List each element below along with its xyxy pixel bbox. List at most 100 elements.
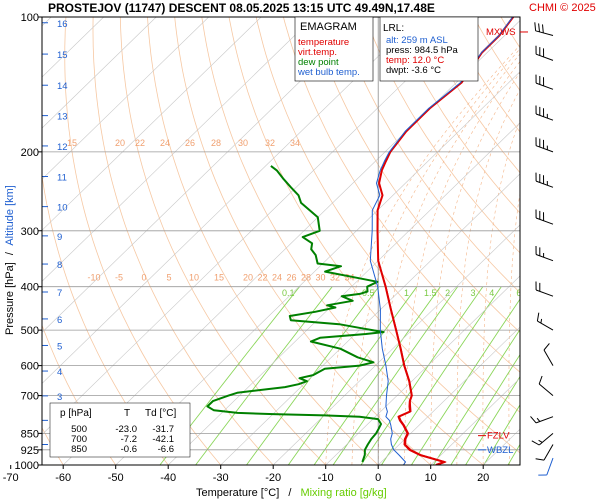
wind-barb-flag [538,375,543,385]
adiabat-label: 26 [286,273,296,283]
dry-adiabat [147,17,379,465]
copyright: CHMI © 2025 [529,2,596,14]
wind-barb-shaft [535,217,554,225]
plot-frame [41,16,521,466]
adiabat-label: 5 [166,273,171,283]
adiabat-label: 15 [214,273,224,283]
y-tick-label: 850 [21,428,39,440]
table-cell: -23.0 [115,424,137,435]
alt-tick-label: 7 [57,288,62,299]
lrl-title: LRL: [383,23,404,34]
chart-title: PROSTEJOV (11747) DESCENT 08.05.2025 13:… [48,1,435,15]
alt-tick-label: 11 [57,173,67,184]
table-cell: -31.7 [152,424,174,435]
wind-barb-shaft [546,457,554,476]
y-tick-label: 200 [21,147,39,159]
mixing-ratio-label: 3 [470,288,475,298]
mixing-ratio-label: 10 [550,288,560,298]
wind-barb-shaft [535,30,554,36]
alt-tick-label: 4 [57,367,62,378]
wind-barb [538,375,554,396]
lrl-alt: alt: 259 m ASL [386,35,448,46]
moist-adiabat [482,119,520,465]
mixing-ratio-label: 4 [489,288,494,298]
wind-barb-half [538,439,543,443]
adiabat-label: 34 [290,138,300,148]
mixing-ratio-line [483,404,520,465]
isotherm [115,71,520,465]
isotherm [42,17,367,333]
x-tick-label: -10 [318,472,334,484]
moist-adiabat [430,71,520,465]
table-row: 700 -7.2 -42.1 [71,434,174,445]
adiabat-label: 20 [115,138,125,148]
y-tick-label: 925 [21,445,39,457]
wind-barb [535,281,554,297]
marker-wbzl: WBZL [478,445,513,456]
wind-barb-flag [535,458,545,461]
dry-adiabat [174,17,431,465]
table-cell: 500 [71,424,87,435]
wind-barb-half [540,318,543,324]
alt-tick-label: 16 [57,19,68,30]
adiabat-label: 20 [243,273,253,283]
dry-adiabat [92,17,274,465]
x-axis-label-mixing: Mixing ratio [g/kg] [300,487,386,499]
adiabat-label: 30 [238,138,248,148]
adiabat-label: 32 [330,273,340,283]
mixing-ratio-line [507,443,520,465]
dry-adiabat [391,17,520,214]
y-tick-label: 500 [21,325,39,337]
wind-barb [536,312,554,331]
wind-barb-flag [536,312,540,322]
x-tick-label: 0 [375,472,381,484]
adiabat-label: 28 [301,273,311,283]
moist-adiabat [351,48,520,465]
wind-barb-shaft [535,145,554,153]
wind-barb-shaft [535,82,554,90]
dry-adiabat [201,17,484,465]
y-tick-label: 1000 [15,460,39,472]
table-cell: 700 [71,434,87,445]
x-tick-label: -20 [265,472,281,484]
isotherm [42,17,157,129]
isotherm [482,428,520,465]
legend-temperature: temperature [298,37,349,48]
mixing-ratio-label: 6 [516,288,521,298]
wind-barb [543,343,554,366]
table-cell: 850 [71,444,87,455]
x-tick-label: -60 [55,472,71,484]
moist-adiabat [325,44,520,465]
mixing-ratio-label: 12 [563,288,573,298]
mixing-ratio-label: 15 [580,288,590,298]
mixing-ratio-label: 0.5 [362,288,375,298]
isotherm [42,17,314,282]
wind-barb-shaft [543,349,554,366]
wind-barb-shaft [538,433,554,446]
isotherm [62,20,520,465]
wind-barb-shaft [535,289,554,297]
adiabat-label: -10 [87,273,100,283]
isotherm [42,17,419,384]
table-cell: -7.2 [121,434,137,445]
mixing-ratio-line [527,287,600,465]
alt-tick-label: 12 [57,142,68,153]
level-table: p [hPa] T Td [°C] 500 -23.0 -31.7 700 -7… [49,402,191,458]
moist-adiabat [377,53,520,465]
wind-barb [531,433,554,446]
moist-adiabat [561,17,600,465]
legend-title: EMAGRAM [300,21,357,33]
alt-tick-label: 14 [57,81,68,92]
wind-barb [535,172,554,188]
wind-barb [535,444,554,461]
x-tick-label: -50 [108,472,124,484]
dry-adiabat [364,17,520,254]
dry-adiabat [583,17,600,465]
wind-barb [530,416,554,424]
y-tick-label: 600 [21,361,39,373]
dry-adiabat [42,173,169,465]
wind-barb-half [536,417,541,422]
alt-tick-label: 13 [57,112,68,123]
table-header-t: T [124,408,130,419]
y-tick-label: 100 [21,12,39,24]
